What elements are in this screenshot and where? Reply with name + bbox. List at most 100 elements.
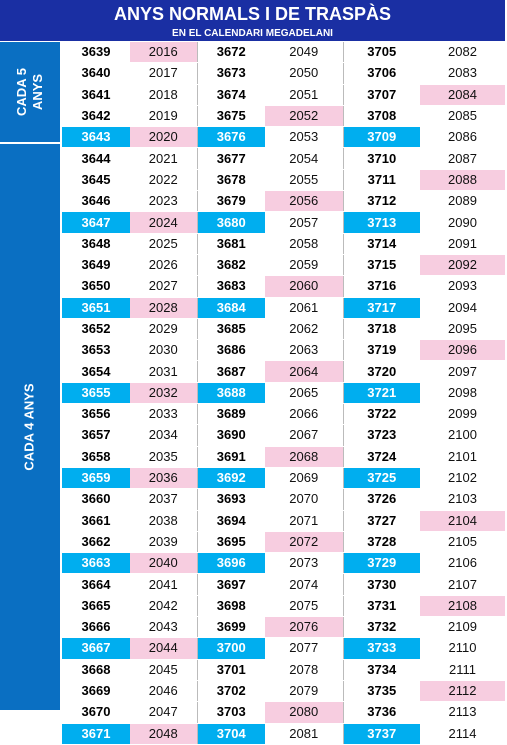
gregorian-year: 2084 — [420, 84, 505, 106]
gregorian-year: 2050 — [265, 62, 344, 85]
megadelani-year: 3704 — [197, 723, 265, 745]
megadelani-year: 3709 — [343, 126, 420, 149]
megadelani-year: 3730 — [343, 573, 420, 596]
table-row: 3666 2043 3699 2076 3732 2109 — [62, 616, 505, 639]
megadelani-year: 3670 — [62, 701, 130, 724]
table-row: 3650 2027 3683 2060 3716 2093 — [62, 275, 505, 298]
megadelani-year: 3664 — [62, 573, 130, 596]
megadelani-year: 3668 — [62, 659, 130, 681]
gregorian-year: 2101 — [420, 446, 505, 468]
megadelani-year: 3735 — [343, 680, 420, 703]
gregorian-year: 2075 — [265, 595, 344, 618]
megadelani-year: 3652 — [62, 318, 130, 341]
gregorian-year: 2079 — [265, 680, 344, 703]
megadelani-year: 3674 — [197, 84, 265, 106]
megadelani-year: 3736 — [343, 701, 420, 724]
gregorian-year: 2083 — [420, 62, 505, 85]
gregorian-year: 2092 — [420, 254, 505, 277]
megadelani-year: 3644 — [62, 147, 130, 170]
table-row: 3648 2025 3681 2058 3714 2091 — [62, 233, 505, 255]
gregorian-year: 2053 — [265, 126, 344, 149]
gregorian-year: 2078 — [265, 659, 344, 681]
gregorian-year: 2025 — [130, 233, 198, 255]
table-row: 3644 2021 3677 2054 3710 2087 — [62, 147, 505, 170]
megadelani-year: 3703 — [197, 701, 265, 724]
megadelani-year: 3684 — [197, 297, 265, 319]
gregorian-year: 2106 — [420, 552, 505, 575]
table-row: 3654 2031 3687 2064 3720 2097 — [62, 360, 505, 383]
megadelani-year: 3676 — [197, 126, 265, 149]
side-label-box: CADA 5 ANYS — [0, 42, 60, 142]
table-row: 3671 2048 3704 2081 3737 2114 — [62, 723, 505, 745]
megadelani-year: 3665 — [62, 595, 130, 618]
gregorian-year: 2038 — [130, 510, 198, 532]
table-row: 3641 2018 3674 2051 3707 2084 — [62, 84, 505, 106]
megadelani-year: 3690 — [197, 424, 265, 447]
megadelani-year: 3699 — [197, 616, 265, 639]
gregorian-year: 2027 — [130, 275, 198, 298]
table-row: 3652 2029 3685 2062 3718 2095 — [62, 318, 505, 341]
gregorian-year: 2042 — [130, 595, 198, 618]
megadelani-year: 3673 — [197, 62, 265, 85]
gregorian-year: 2112 — [420, 680, 505, 703]
gregorian-year: 2031 — [130, 360, 198, 383]
gregorian-year: 2105 — [420, 531, 505, 554]
megadelani-year: 3639 — [62, 42, 130, 64]
megadelani-year: 3640 — [62, 62, 130, 85]
megadelani-year: 3689 — [197, 403, 265, 426]
gregorian-year: 2051 — [265, 84, 344, 106]
megadelani-year: 3717 — [343, 297, 420, 319]
table-row: 3663 2040 3696 2073 3729 2106 — [62, 552, 505, 575]
megadelani-year: 3715 — [343, 254, 420, 277]
gregorian-year: 2019 — [130, 105, 198, 128]
megadelani-year: 3642 — [62, 105, 130, 128]
table-row: 3646 2023 3679 2056 3712 2089 — [62, 190, 505, 213]
megadelani-year: 3720 — [343, 360, 420, 383]
gregorian-year: 2093 — [420, 275, 505, 298]
table-row: 3662 2039 3695 2072 3728 2105 — [62, 531, 505, 554]
table-row: 3655 2032 3688 2065 3721 2098 — [62, 382, 505, 405]
megadelani-year: 3667 — [62, 637, 130, 660]
megadelani-year: 3698 — [197, 595, 265, 618]
megadelani-year: 3671 — [62, 723, 130, 745]
gregorian-year: 2022 — [130, 169, 198, 192]
table-row: 3649 2026 3682 2059 3715 2092 — [62, 254, 505, 277]
megadelani-year: 3737 — [343, 723, 420, 745]
subtitle: EN EL CALENDARI MEGADELANI — [0, 28, 505, 41]
megadelani-year: 3657 — [62, 424, 130, 447]
gregorian-year: 2070 — [265, 488, 344, 511]
megadelani-year: 3723 — [343, 424, 420, 447]
title: ANYS NORMALS I DE TRASPÀS — [0, 0, 505, 28]
megadelani-year: 3680 — [197, 211, 265, 234]
megadelani-year: 3678 — [197, 169, 265, 192]
megadelani-year: 3681 — [197, 233, 265, 255]
gregorian-year: 2061 — [265, 297, 344, 319]
gregorian-year: 2054 — [265, 147, 344, 170]
gregorian-year: 2039 — [130, 531, 198, 554]
gregorian-year: 2110 — [420, 637, 505, 660]
megadelani-year: 3729 — [343, 552, 420, 575]
megadelani-year: 3719 — [343, 339, 420, 362]
table-row: 3656 2033 3689 2066 3722 2099 — [62, 403, 505, 426]
gregorian-year: 2102 — [420, 467, 505, 490]
table-row: 3661 2038 3694 2071 3727 2104 — [62, 510, 505, 532]
megadelani-year: 3713 — [343, 211, 420, 234]
gregorian-year: 2074 — [265, 573, 344, 596]
gregorian-year: 2109 — [420, 616, 505, 639]
gregorian-year: 2037 — [130, 488, 198, 511]
gregorian-year: 2097 — [420, 360, 505, 383]
table-row: 3670 2047 3703 2080 3736 2113 — [62, 701, 505, 724]
megadelani-year: 3653 — [62, 339, 130, 362]
megadelani-year: 3725 — [343, 467, 420, 490]
gregorian-year: 2055 — [265, 169, 344, 192]
megadelani-year: 3696 — [197, 552, 265, 575]
table-row: 3640 2017 3673 2050 3706 2083 — [62, 62, 505, 85]
gregorian-year: 2062 — [265, 318, 344, 341]
megadelani-year: 3701 — [197, 659, 265, 681]
table-row: 3657 2034 3690 2067 3723 2100 — [62, 424, 505, 447]
megadelani-year: 3656 — [62, 403, 130, 426]
megadelani-year: 3722 — [343, 403, 420, 426]
megadelani-year: 3734 — [343, 659, 420, 681]
gregorian-year: 2047 — [130, 701, 198, 724]
